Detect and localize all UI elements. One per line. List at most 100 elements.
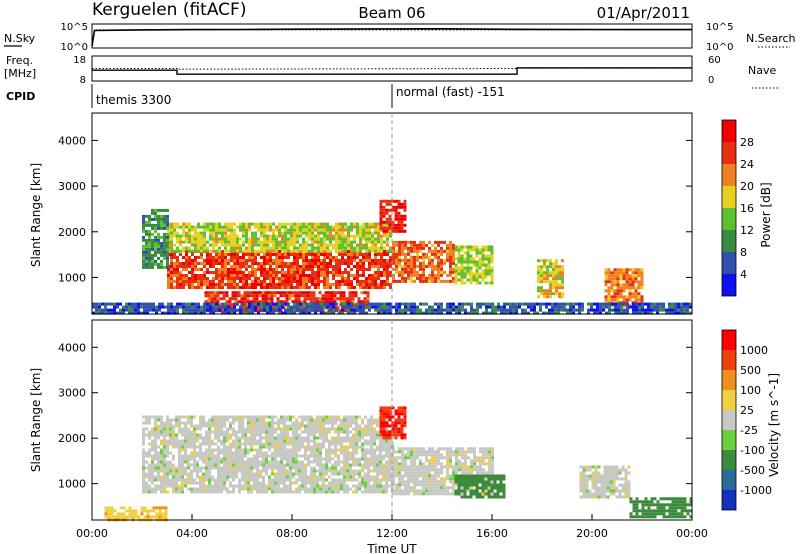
heatmap-cell [239,268,242,271]
heatmap-cell [416,255,419,259]
heatmap-cell [473,311,476,315]
heatmap-cell [303,294,307,298]
heatmap-cell [371,305,374,309]
heatmap-cell [184,427,187,431]
heatmap-cell [245,246,248,250]
heatmap-cell [311,283,314,286]
heatmap-cell [253,454,256,458]
heatmap-cell [196,475,199,479]
heatmap-cell [160,487,163,491]
heatmap-cell [452,249,455,253]
heatmap-cell [220,448,223,452]
heatmap-cell [266,262,269,265]
heatmap-cell [358,439,361,443]
heatmap-cell [220,487,223,491]
heatmap-cell [242,286,245,289]
heatmap-cell [205,430,208,434]
heatmap-cell [335,280,338,283]
heatmap-cell [340,427,343,431]
heatmap-cell [148,466,151,470]
heatmap-cell [344,280,347,283]
heatmap-cell [686,305,689,309]
heatmap-cell [431,308,434,312]
heatmap-cell [481,251,485,255]
heatmap-cell [397,229,401,233]
heatmap-cell [395,302,398,306]
heatmap-cell [324,291,328,295]
heatmap-cell [262,451,265,455]
heatmap-cell [350,234,353,238]
freq-unit-label: [MHz] [4,67,36,80]
heatmap-cell [230,286,233,289]
heatmap-cell [338,228,341,232]
heatmap-cell [193,478,196,482]
heatmap-cell [274,472,277,476]
heatmap-cell [347,225,350,229]
heatmap-cell [349,478,352,482]
heatmap-cell [239,265,242,268]
heatmap-cell [305,228,308,232]
heatmap-cell [593,311,596,315]
heatmap-cell [344,240,347,244]
heatmap-cell [367,448,370,452]
heatmap-cell [227,225,230,229]
heatmap-cell [338,274,341,277]
heatmap-cell [338,243,341,247]
heatmap-cell [286,475,289,479]
heatmap-cell [404,267,407,271]
heatmap-cell [277,448,280,452]
heatmap-cell [323,268,326,271]
heatmap-cell [351,300,355,304]
heatmap-cell [187,436,190,440]
heatmap-cell [170,256,173,259]
heatmap-cell [403,223,407,227]
heatmap-cell [650,305,653,309]
heatmap-cell [410,267,413,271]
heatmap-cell [157,454,160,458]
heatmap-cell [170,253,173,256]
heatmap-cell [173,249,176,253]
heatmap-cell [455,305,458,309]
heatmap-cell [119,308,122,312]
heatmap-cell [151,262,154,266]
heatmap-cell [242,305,245,309]
heatmap-cell [368,305,371,309]
heatmap-cell [209,237,212,241]
heatmap-cell [491,311,494,315]
heatmap-cell [166,253,169,257]
heatmap-cell [260,286,263,289]
heatmap-cell [297,297,301,301]
heatmap-cell [199,451,202,455]
heatmap-cell [617,305,620,309]
heatmap-cell [364,487,367,491]
heatmap-cell [364,433,367,437]
heatmap-cell [549,295,552,299]
heatmap-cell [481,254,485,258]
heatmap-cell [407,267,410,271]
heatmap-cell [487,272,491,276]
heatmap-cell [277,418,280,422]
heatmap-cell [446,273,449,277]
heatmap-cell [292,436,295,440]
heatmap-cell [401,273,404,277]
heatmap-cell [178,442,181,446]
heatmap-cell [178,487,181,491]
heatmap-cell [469,260,473,264]
heatmap-cell [221,271,224,274]
heatmap-cell [142,430,145,434]
heatmap-cell [262,430,265,434]
heatmap-cell [572,308,575,312]
heatmap-cell [350,222,353,226]
heatmap-cell [266,302,269,306]
heatmap-cell [260,228,263,232]
heatmap-cell [226,415,229,419]
heatmap-cell [425,308,428,312]
heatmap-cell [253,466,256,470]
heatmap-cell [206,256,209,259]
heatmap-cell [235,430,238,434]
heatmap-cell [368,262,371,265]
heatmap-cell [271,418,274,422]
heatmap-cell [321,294,325,298]
heatmap-cell [197,274,200,277]
heatmap-cell [224,305,227,309]
